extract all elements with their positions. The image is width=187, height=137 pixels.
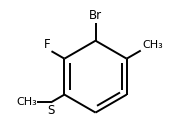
- Text: F: F: [44, 38, 51, 51]
- Text: Br: Br: [89, 9, 102, 22]
- Text: CH₃: CH₃: [142, 40, 163, 50]
- Text: S: S: [47, 104, 55, 117]
- Text: CH₃: CH₃: [16, 97, 37, 107]
